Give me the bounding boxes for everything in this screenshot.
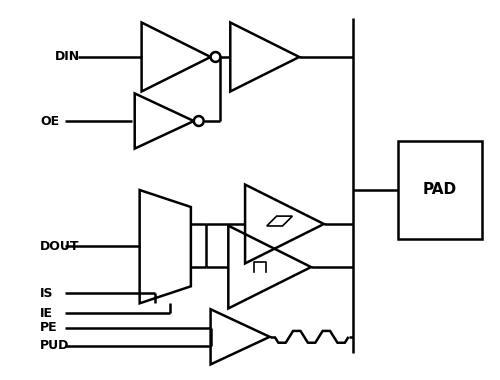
Text: DOUT: DOUT	[40, 240, 80, 253]
Text: OE: OE	[40, 114, 59, 128]
Text: PAD: PAD	[422, 182, 456, 198]
Circle shape	[194, 116, 203, 126]
Text: DIN: DIN	[55, 51, 80, 63]
Text: IE: IE	[40, 307, 53, 320]
Text: PE: PE	[40, 321, 58, 334]
Text: IS: IS	[40, 287, 54, 300]
Text: PUD: PUD	[40, 339, 70, 352]
Circle shape	[210, 52, 220, 62]
Bar	[398, 141, 481, 239]
